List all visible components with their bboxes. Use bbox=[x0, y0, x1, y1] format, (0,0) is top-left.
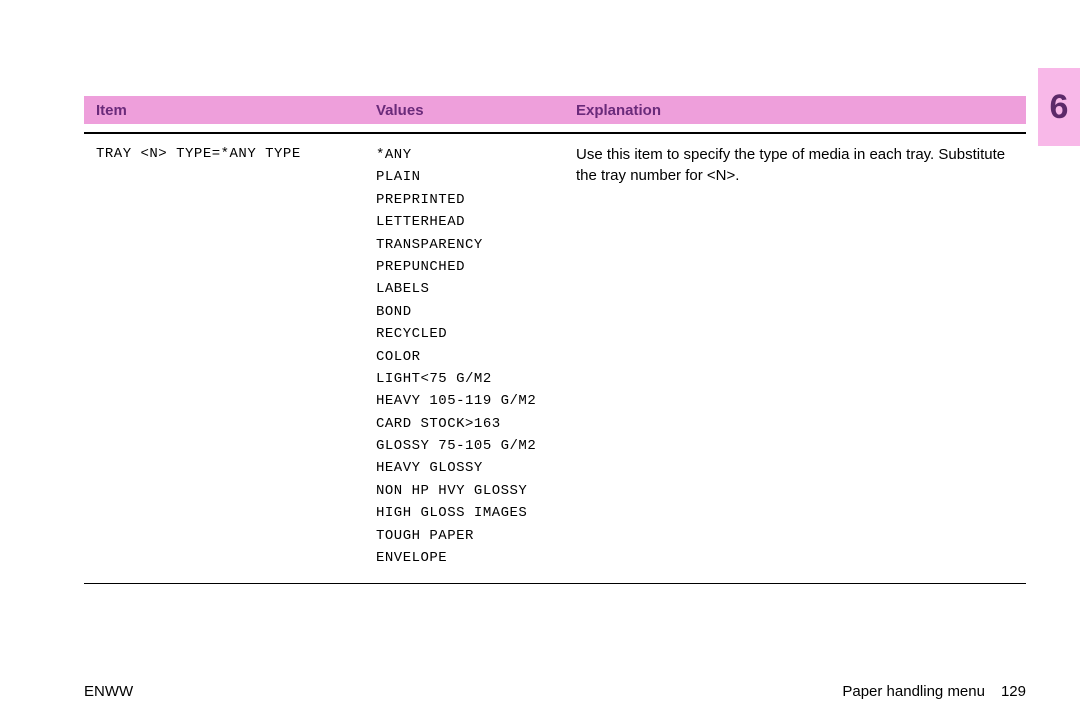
table-body: TRAY <N> TYPE=*ANY TYPE *ANY PLAIN PREPR… bbox=[84, 132, 1026, 584]
footer-section-label: Paper handling menu bbox=[842, 683, 985, 700]
document-page: 6 Item Values Explanation TRAY <N> TYPE=… bbox=[0, 0, 1080, 720]
footer-right: Paper handling menu 129 bbox=[842, 683, 1026, 700]
page-footer: ENWW Paper handling menu 129 bbox=[84, 683, 1026, 700]
chapter-tab: 6 bbox=[1038, 68, 1080, 146]
chapter-number: 6 bbox=[1050, 88, 1069, 127]
header-col-values: Values bbox=[376, 102, 576, 119]
table-header: Item Values Explanation bbox=[84, 96, 1026, 124]
header-col-item: Item bbox=[96, 102, 376, 119]
cell-item: TRAY <N> TYPE=*ANY TYPE bbox=[96, 144, 376, 569]
cell-explanation: Use this item to specify the type of med… bbox=[576, 144, 1014, 569]
table-row: TRAY <N> TYPE=*ANY TYPE *ANY PLAIN PREPR… bbox=[84, 134, 1026, 584]
footer-left: ENWW bbox=[84, 683, 133, 700]
footer-page-number: 129 bbox=[1001, 683, 1026, 700]
cell-values: *ANY PLAIN PREPRINTED LETTERHEAD TRANSPA… bbox=[376, 144, 576, 569]
header-col-explanation: Explanation bbox=[576, 102, 1014, 119]
